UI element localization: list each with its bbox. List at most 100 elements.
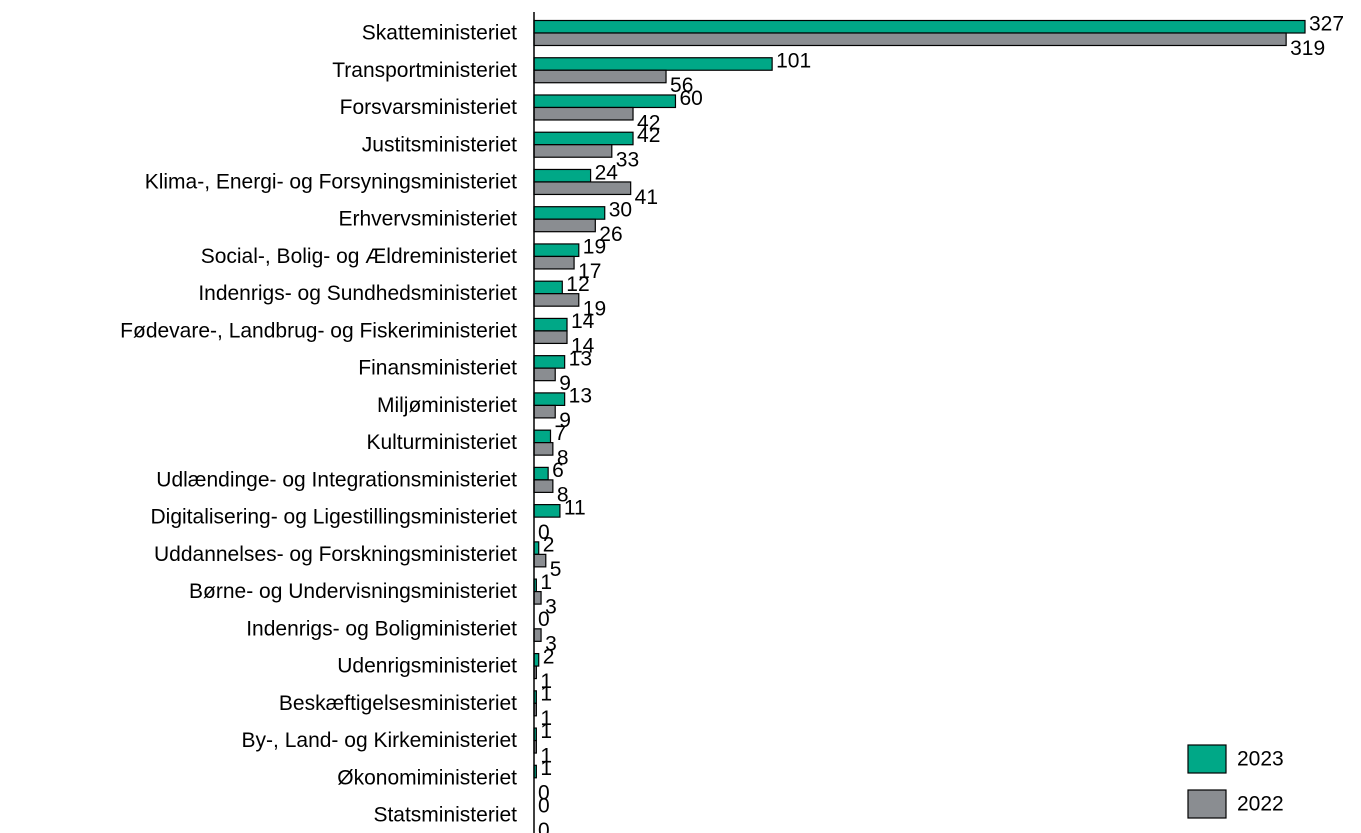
category-label: Digitalisering- og Ligestillingsminister…	[151, 506, 518, 529]
data-label: 1	[540, 670, 552, 693]
bar	[533, 293, 580, 307]
data-label: 12	[566, 273, 589, 296]
data-label: 8	[557, 446, 569, 469]
data-label: 327	[1309, 12, 1344, 35]
category-label: Beskæftigelsesministeriet	[279, 692, 517, 715]
category-label: Skatteministeriet	[362, 22, 517, 45]
bar	[533, 404, 556, 419]
data-label: 9	[559, 372, 571, 395]
data-label: 2	[543, 645, 555, 668]
bar	[533, 479, 554, 493]
legend-swatch	[1187, 789, 1227, 819]
category-label: Erhvervsministeriet	[338, 208, 517, 231]
data-label: 1	[540, 757, 552, 780]
data-label: 0	[538, 819, 550, 833]
category-label: Udlændinge- og Integrationsministeriet	[156, 468, 517, 491]
bar	[533, 69, 667, 84]
category-label: Kulturministeriet	[366, 431, 517, 454]
category-label: Uddannelses- og Forskningsministeriet	[154, 543, 517, 566]
bar	[533, 590, 542, 605]
bar	[533, 392, 566, 406]
data-label: 19	[583, 236, 606, 259]
bar	[533, 317, 568, 332]
bar	[533, 367, 556, 382]
data-label: 13	[569, 347, 592, 370]
data-label: 17	[578, 260, 601, 283]
category-label: Økonomiministeriet	[337, 766, 517, 789]
category-label: Indenrigs- og Boligministeriet	[246, 617, 517, 640]
data-label: 101	[776, 50, 811, 73]
data-label: 56	[670, 74, 693, 97]
data-label: 1	[540, 720, 552, 743]
bar	[533, 429, 552, 444]
bar	[533, 181, 632, 196]
category-label: Transportministeriet	[332, 59, 517, 82]
bar	[533, 57, 773, 71]
data-label: 14	[571, 310, 595, 333]
category-label: Justitsministeriet	[362, 133, 517, 156]
data-label: 19	[583, 297, 606, 320]
category-label: Miljøministeriet	[377, 394, 517, 417]
legend-swatch	[1187, 744, 1227, 774]
bar	[533, 131, 634, 146]
bar	[533, 466, 549, 481]
bar	[533, 442, 554, 456]
bar	[533, 218, 596, 233]
legend-label: 2022	[1237, 793, 1284, 816]
data-label: 1	[540, 683, 552, 706]
bar	[533, 168, 592, 183]
category-label: Indenrigs- og Sundhedsministeriet	[198, 282, 517, 305]
data-label: 60	[679, 87, 702, 110]
data-label: 1	[540, 744, 552, 767]
category-label: Social-, Bolig- og Ældreministeriet	[201, 245, 517, 268]
data-label: 33	[616, 149, 639, 172]
category-label: Finansministeriet	[358, 357, 517, 380]
bar	[533, 206, 606, 220]
bar	[533, 144, 613, 158]
data-label: 14	[571, 335, 595, 358]
data-label: 3	[545, 633, 557, 656]
category-label: Forsvarsministeriet	[340, 96, 518, 119]
data-label: 26	[599, 223, 622, 246]
data-label: 8	[557, 484, 569, 507]
data-label: 41	[635, 186, 658, 209]
category-label: By-, Land- og Kirkeministeriet	[242, 729, 518, 752]
bar	[533, 19, 1306, 34]
data-label: 0	[538, 521, 550, 544]
bar	[533, 106, 634, 121]
data-label: 7	[555, 422, 567, 445]
category-label: Statsministeriet	[373, 804, 517, 827]
category-label: Fødevare-, Landbrug- og Fiskeriministeri…	[120, 319, 517, 342]
bar	[533, 280, 563, 295]
bar	[533, 355, 566, 369]
data-label: 11	[564, 496, 586, 519]
bar	[533, 255, 575, 270]
category-label: Klima-, Energi- og Forsyningsministeriet	[145, 171, 517, 194]
data-label: 5	[550, 558, 562, 581]
bar	[533, 330, 568, 345]
bar	[533, 32, 1287, 47]
data-label: 6	[552, 459, 564, 482]
data-label: 42	[637, 124, 660, 147]
data-label: 319	[1290, 37, 1325, 60]
bar	[533, 94, 677, 109]
data-label: 0	[538, 782, 550, 805]
category-label: Udenrigsministeriet	[337, 655, 517, 678]
bar	[533, 504, 561, 518]
data-label: 1	[540, 707, 552, 730]
data-label: 1	[540, 571, 552, 594]
data-label: 2	[543, 534, 555, 557]
data-label: 30	[609, 198, 632, 221]
data-label: 9	[559, 409, 571, 432]
data-label: 42	[637, 111, 660, 134]
bar	[533, 628, 542, 642]
bar	[533, 243, 580, 258]
data-label: 3	[545, 595, 557, 618]
data-label: 0	[538, 608, 550, 631]
data-label: 24	[595, 161, 619, 184]
data-label: 13	[569, 385, 592, 408]
bar	[533, 553, 547, 568]
category-label: Børne- og Undervisningsministeriet	[189, 580, 517, 603]
legend-label: 2023	[1237, 748, 1284, 771]
